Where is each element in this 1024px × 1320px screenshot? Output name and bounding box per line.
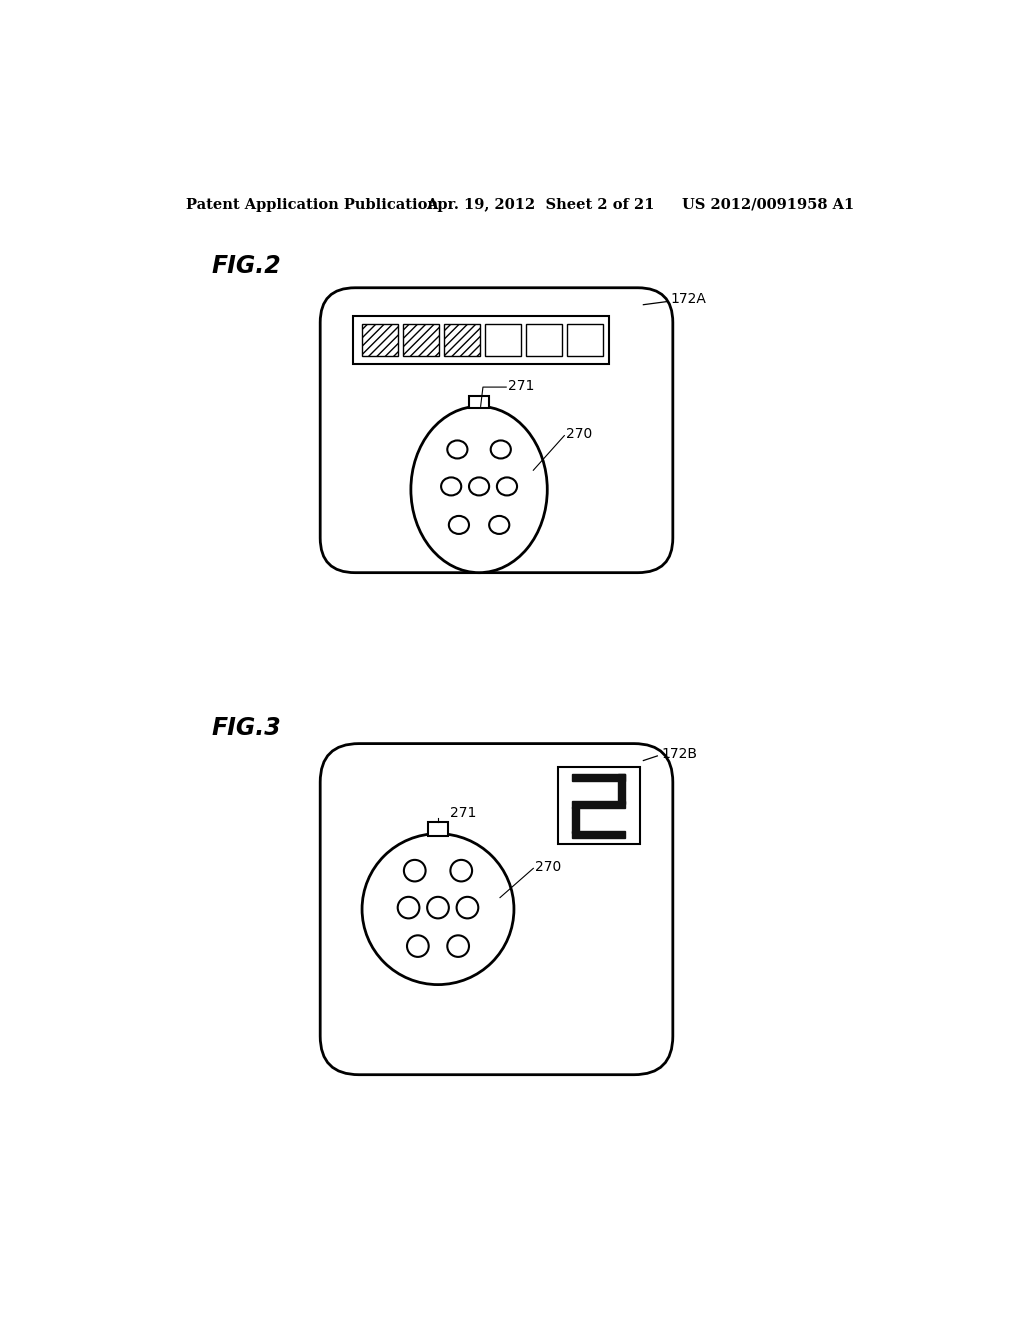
Circle shape (407, 936, 429, 957)
Text: 271: 271 (450, 807, 476, 820)
Text: 172B: 172B (662, 747, 697, 760)
Bar (352, 317, 608, 364)
Circle shape (457, 896, 478, 919)
Ellipse shape (441, 478, 461, 495)
Circle shape (362, 834, 514, 985)
Bar (526, 323, 562, 356)
Bar (572, 775, 626, 781)
Ellipse shape (469, 478, 489, 495)
Circle shape (397, 896, 420, 919)
Bar (558, 767, 640, 843)
Bar (567, 323, 603, 356)
Text: US 2012/0091958 A1: US 2012/0091958 A1 (682, 198, 854, 211)
Bar (485, 323, 521, 356)
Bar (428, 822, 449, 836)
Bar (403, 323, 438, 356)
Bar (469, 396, 489, 408)
Text: FIG.2: FIG.2 (212, 255, 282, 279)
Bar (572, 801, 626, 808)
Circle shape (447, 936, 469, 957)
Ellipse shape (449, 516, 469, 533)
Bar (444, 323, 480, 356)
Ellipse shape (490, 441, 511, 458)
Circle shape (451, 859, 472, 882)
Text: 271: 271 (508, 379, 535, 392)
Bar (362, 323, 397, 356)
Text: Patent Application Publication: Patent Application Publication (186, 198, 438, 211)
Ellipse shape (497, 478, 517, 495)
Ellipse shape (447, 441, 467, 458)
Ellipse shape (411, 407, 547, 573)
Text: 270: 270 (535, 859, 561, 874)
Bar (572, 807, 580, 833)
Circle shape (427, 896, 449, 919)
FancyBboxPatch shape (321, 743, 673, 1074)
Ellipse shape (489, 516, 509, 533)
Text: 270: 270 (566, 428, 592, 441)
Text: FIG.3: FIG.3 (212, 717, 282, 741)
Bar (572, 830, 626, 838)
Bar (618, 775, 626, 804)
FancyBboxPatch shape (321, 288, 673, 573)
Circle shape (403, 859, 426, 882)
Text: Apr. 19, 2012  Sheet 2 of 21: Apr. 19, 2012 Sheet 2 of 21 (426, 198, 655, 211)
Text: 172A: 172A (671, 292, 707, 306)
